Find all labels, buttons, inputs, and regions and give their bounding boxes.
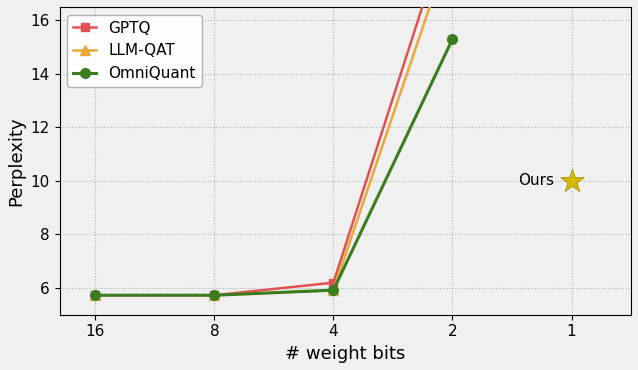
GPTQ: [91, 293, 99, 297]
Legend: GPTQ, LLM-QAT, OmniQuant: GPTQ, LLM-QAT, OmniQuant: [67, 14, 202, 87]
X-axis label: # weight bits: # weight bits: [285, 345, 406, 363]
LLM-QAT: [91, 293, 99, 297]
OmniQuant: [330, 288, 338, 292]
Line: GPTQ: GPTQ: [91, 0, 456, 299]
OmniQuant: [449, 37, 456, 41]
LLM-QAT: [211, 293, 218, 297]
GPTQ: [211, 293, 218, 297]
GPTQ: [330, 280, 338, 285]
Y-axis label: Perplexity: Perplexity: [7, 116, 25, 206]
Line: LLM-QAT: LLM-QAT: [91, 0, 457, 300]
LLM-QAT: [330, 288, 338, 292]
OmniQuant: [211, 293, 218, 297]
Point: [567, 178, 577, 184]
Line: OmniQuant: OmniQuant: [91, 34, 457, 300]
Text: Ours: Ours: [517, 174, 554, 188]
OmniQuant: [91, 293, 99, 297]
